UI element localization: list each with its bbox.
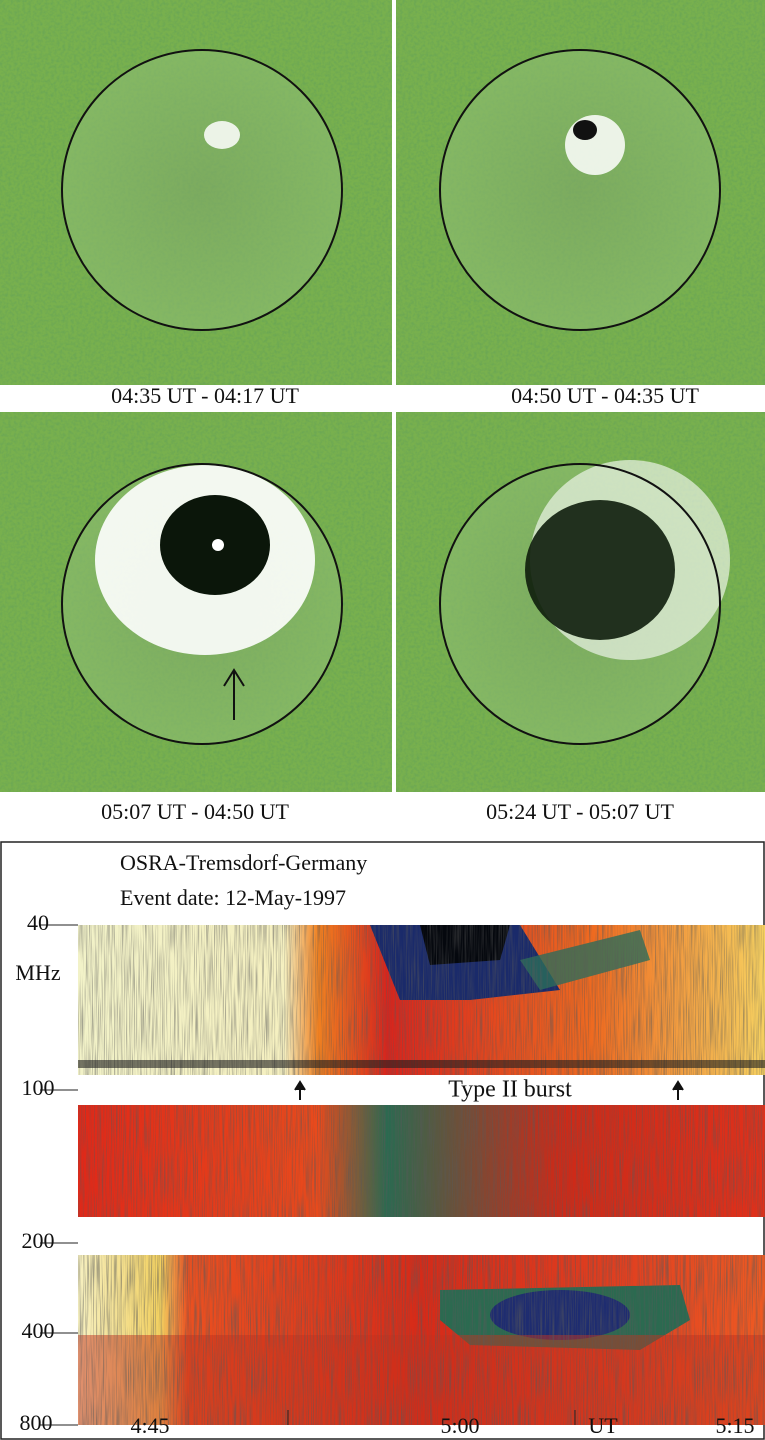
x-unit: UT [588,1413,618,1438]
y-tick-label: 400 [22,1318,55,1343]
panel [0,412,392,792]
y-unit: MHz [15,960,60,985]
panel-caption: 05:07 UT - 04:50 UT [101,799,289,824]
figure: 04:35 UT - 04:17 UT 04:50 UT - 04:35 UT … [0,0,765,1440]
y-tick-label: 200 [22,1228,55,1253]
spectrogram-title: OSRA-Tremsdorf-Germany [120,850,367,875]
panel [396,412,765,792]
spectrogram: OSRA-Tremsdorf-Germany Event date: 12-Ma… [1,842,765,1439]
x-tick-label: 5:00 [440,1413,479,1438]
x-tick-label: 4:45 [130,1413,169,1438]
panel [396,0,765,385]
x-tick-label: 5:15 [715,1413,754,1438]
y-tick-label: 40 [27,910,49,935]
panel [0,0,392,385]
spectrogram-subtitle: Event date: 12-May-1997 [120,885,346,910]
panel-caption: 04:35 UT - 04:17 UT [111,383,299,408]
y-tick-label: 800 [20,1410,53,1435]
panel-caption: 04:50 UT - 04:35 UT [511,383,699,408]
annotation: Type II burst [448,1077,572,1103]
y-tick-label: 100 [22,1075,55,1100]
panel-caption: 05:24 UT - 05:07 UT [486,799,674,824]
